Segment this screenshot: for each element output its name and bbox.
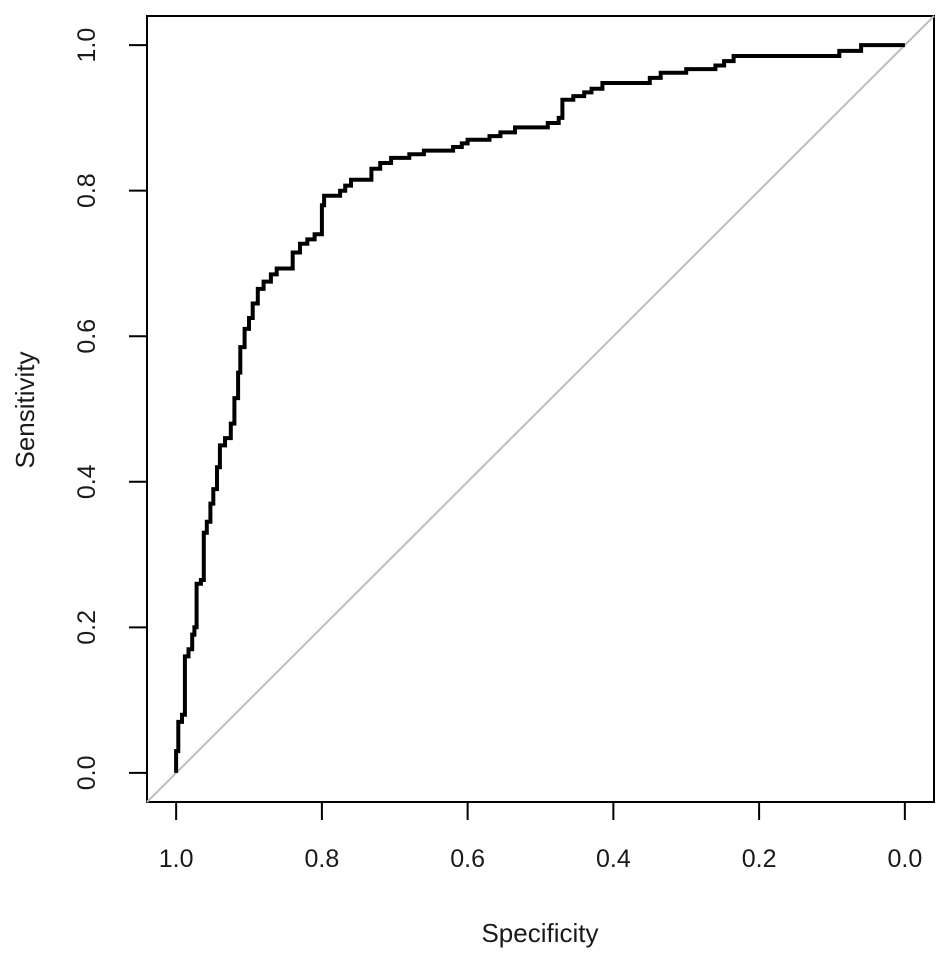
- y-tick-label: 0.4: [73, 464, 101, 499]
- x-tick-label: 0.0: [887, 845, 922, 873]
- x-tick-label: 1.0: [159, 845, 194, 873]
- y-axis-title: Sensitivity: [10, 351, 40, 468]
- y-tick-label: 0.8: [73, 173, 101, 208]
- y-tick-label: 1.0: [73, 28, 101, 63]
- y-axis: 0.0 0.2 0.4 0.6 0.8 1.0: [73, 28, 148, 791]
- y-tick-label: 0.2: [73, 610, 101, 645]
- x-tick-label: 0.8: [305, 845, 340, 873]
- reference-diagonal-line: [146, 15, 935, 803]
- y-tick-label: 0.0: [73, 756, 101, 791]
- x-tick-label: 0.4: [596, 845, 631, 873]
- x-tick-label: 0.6: [450, 845, 485, 873]
- x-tick-label: 0.2: [742, 845, 777, 873]
- x-axis-title: Specificity: [481, 918, 598, 948]
- roc-curve-line: [174, 43, 905, 773]
- x-axis: 1.0 0.8 0.6 0.4 0.2 0.0: [159, 801, 922, 873]
- y-tick-label: 0.6: [73, 319, 101, 354]
